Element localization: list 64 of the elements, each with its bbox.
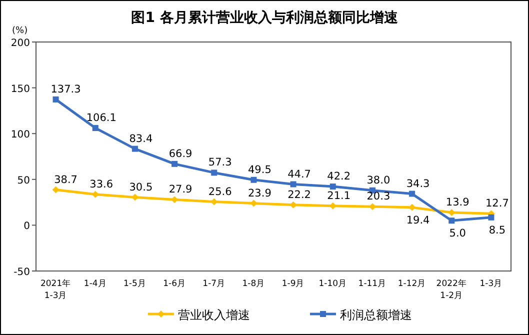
data-label: 137.3	[50, 83, 81, 96]
x-tick-label: 1-6月	[163, 279, 186, 289]
data-label: 22.2	[288, 188, 311, 201]
data-label: 83.4	[129, 132, 153, 145]
data-label: 19.4	[406, 214, 430, 226]
y-tick-label: 0	[24, 221, 30, 232]
y-tick-label: 100	[10, 130, 30, 141]
y-tick-label: 50	[17, 175, 30, 186]
point	[52, 96, 59, 102]
x-tick-label: 1-11月	[358, 279, 387, 289]
point	[131, 194, 138, 201]
data-label: 106.1	[86, 112, 116, 124]
point	[250, 176, 257, 183]
point	[92, 190, 99, 198]
point	[211, 170, 218, 176]
data-label: 57.3	[208, 156, 232, 169]
point	[210, 198, 218, 206]
point	[408, 204, 416, 211]
point	[250, 200, 258, 207]
data-label: 27.9	[168, 184, 192, 196]
data-label: 30.5	[129, 181, 153, 194]
data-label: 38.7	[54, 174, 78, 186]
x-tick-label: 1-7月	[202, 279, 226, 289]
point	[52, 186, 60, 194]
data-label: 25.6	[208, 186, 232, 198]
data-label: 66.9	[168, 148, 192, 160]
x-tick-label: 1-9月	[282, 279, 305, 289]
point	[488, 214, 494, 220]
x-tick-label: 1-3月	[480, 279, 503, 289]
data-label: 5.0	[449, 228, 466, 240]
data-label: 13.9	[446, 196, 470, 208]
point	[409, 190, 416, 197]
y-tick-label: 200	[10, 38, 30, 49]
point	[290, 181, 296, 188]
legend-label: 利润总额增速	[340, 308, 412, 322]
x-tick-label: 1-10月	[318, 279, 348, 289]
data-label: 38.0	[366, 174, 390, 186]
y-axis-title: (%)	[12, 26, 28, 36]
data-label: 49.5	[248, 164, 272, 176]
data-label: 8.5	[488, 224, 506, 236]
point	[330, 184, 336, 190]
chart-title: 图1 各月累计营业收入与利润总额同比增速	[131, 9, 399, 26]
point	[448, 218, 455, 224]
x-tick-label: 1-4月	[84, 279, 107, 289]
data-label: 33.6	[90, 178, 114, 190]
legend-label: 营业收入增速	[178, 308, 250, 322]
data-label: 23.9	[248, 187, 272, 200]
x-tick-label: 2022年 1-2月	[436, 278, 467, 301]
point	[92, 125, 98, 132]
point	[172, 160, 178, 167]
point	[448, 208, 456, 216]
y-tick-label: -50	[14, 267, 30, 278]
data-label: 44.7	[288, 168, 311, 180]
x-tick-label: 2021年 1-3月	[40, 278, 72, 301]
x-tick-label: 1-12月	[398, 279, 426, 289]
data-label: 12.7	[486, 198, 509, 210]
data-label: 34.3	[406, 178, 430, 190]
x-tick-label: 1-8月	[242, 279, 266, 289]
data-label: 42.2	[327, 170, 351, 183]
data-label: 20.3	[366, 190, 390, 203]
y-tick-label: 150	[10, 84, 30, 95]
x-tick-label: 1-5月	[124, 279, 146, 289]
data-label: 21.1	[327, 190, 351, 202]
point	[132, 146, 138, 152]
